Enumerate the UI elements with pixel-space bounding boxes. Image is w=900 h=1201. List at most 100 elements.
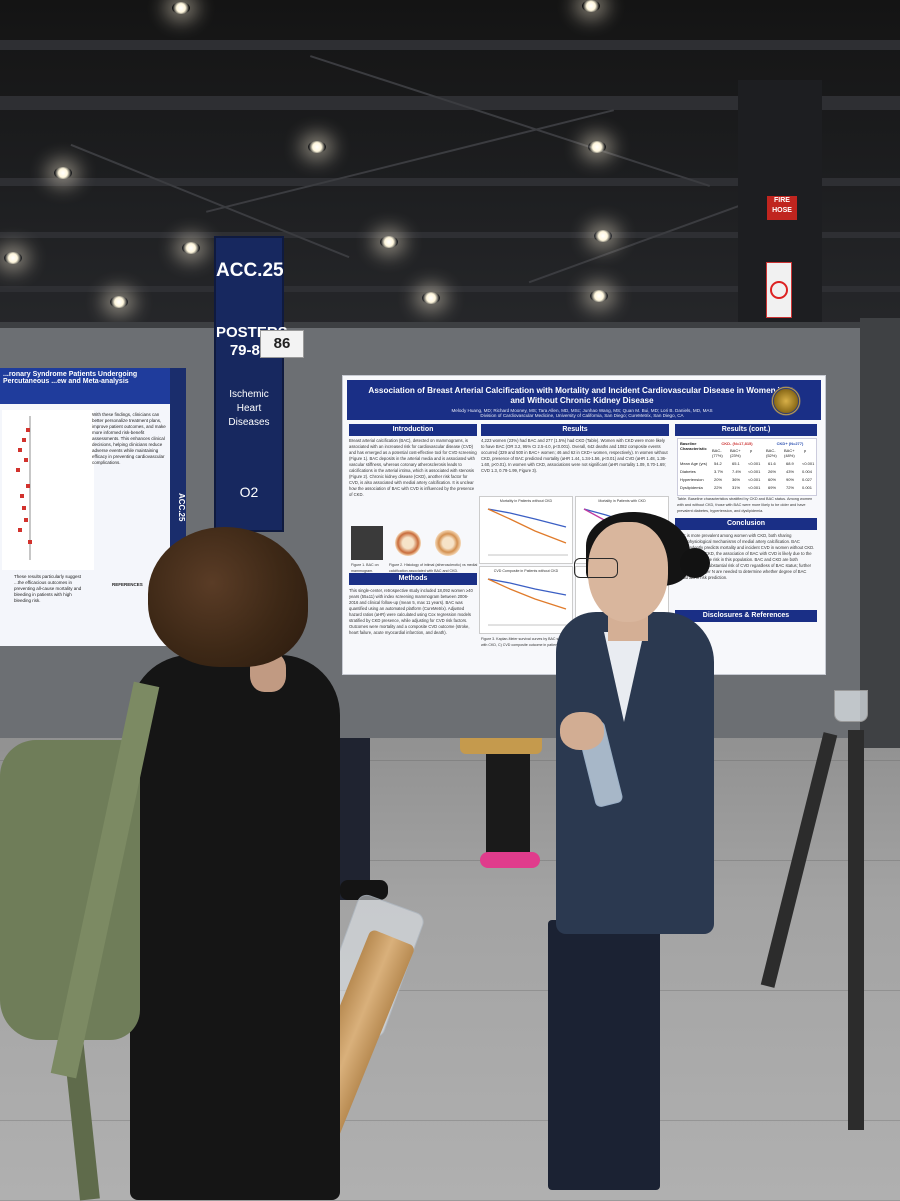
board-number-card: 86 (260, 330, 304, 358)
table-cell: <0.001 (748, 461, 761, 466)
table-cell: 3.7% (714, 469, 724, 474)
left-poster-title: ...ronary Syndrome Patients Undergoing P… (0, 368, 186, 404)
km-chart-title: Mortality in Patients without CKD (499, 499, 553, 503)
table-subheader: p (804, 448, 807, 453)
table-cell: 69% (768, 485, 777, 490)
university-seal-icon (771, 386, 801, 416)
background-person-legs (486, 742, 530, 862)
poster-author-list: Melody Huang, MD; Richard Mooney, MS; Ta… (451, 408, 713, 413)
easel-leg (848, 730, 864, 1130)
table-cell: 43% (786, 469, 795, 474)
poster-title: Association of Breast Arterial Calcifica… (368, 386, 796, 405)
ceiling-light (590, 290, 608, 302)
table-subheader: p (750, 448, 753, 453)
no-smoking-icon (770, 281, 788, 299)
table-subheader: BAC+ (23%) (730, 448, 741, 458)
left-poster-bottom-text: These results particularly suggest ...th… (14, 574, 82, 603)
table-cell: 36% (732, 477, 741, 482)
poster-title-bar: Association of Breast Arterial Calcifica… (347, 380, 821, 420)
table-row-label: Dyslipidemia (680, 485, 703, 490)
histology-image (435, 530, 461, 556)
poster-board-frame (860, 318, 900, 748)
left-poster-conclusion: With these findings, clinicians can bett… (92, 412, 166, 465)
poster-affiliation: Division of Cardiovascular Medicine, Uni… (480, 413, 684, 418)
ceiling-light (582, 0, 600, 12)
table-cell: 54.2 (714, 461, 722, 466)
figure1-caption: Figure 1. BAC on mammogram. (351, 563, 379, 573)
ceiling-beam (0, 40, 900, 50)
table-row-label: Hypertension (680, 477, 704, 482)
ceiling-beam (0, 286, 900, 292)
sign-topic-line: Ischemic (229, 389, 269, 400)
section-results: Results (481, 424, 669, 436)
section-disclosures: Disclosures & References (675, 610, 817, 622)
baseline-table: Baseline Characteristic CKD- (N=17,815) … (677, 438, 817, 496)
conclusion-text: BAC is more prevalent among women with C… (677, 533, 815, 580)
sign-range: 79-85 (229, 342, 269, 359)
table-cell: 0.001 (802, 485, 813, 490)
table-cell: 65.1 (732, 461, 740, 466)
visitor-curly-hair (148, 527, 308, 667)
ceiling-light (308, 141, 326, 153)
methods-text: This single-center, retrospective study … (349, 588, 473, 635)
km-curve (487, 578, 568, 626)
ceiling-light (588, 141, 606, 153)
presenter-trousers (548, 920, 660, 1190)
ceiling-light (172, 2, 190, 14)
mammogram-image (351, 526, 383, 560)
ceiling-beam (0, 232, 900, 238)
ceiling-beam (0, 96, 900, 110)
sign-topic: Ischemic Heart Diseases (216, 388, 282, 430)
ceiling-light (380, 236, 398, 248)
plastic-cup (834, 690, 868, 722)
table-header: CKD- (N=17,815) (721, 441, 753, 446)
ceiling-truss (205, 109, 615, 213)
no-smoking-sign (766, 262, 792, 318)
fire-hose-sign: FIRE HOSE (767, 196, 797, 220)
table-cell: 60% (768, 477, 777, 482)
ceiling-truss (309, 55, 711, 187)
presenter-face (588, 522, 668, 622)
histology-image (395, 530, 421, 556)
presenter-hand (560, 712, 604, 750)
floor-texture (0, 760, 900, 761)
table-cell: <0.001 (748, 469, 761, 474)
figure2-caption: Figure 2. Histology of intimal (atherosc… (389, 563, 478, 573)
results-text: 4,223 women (23%) had BAC and 277 (1.5%)… (481, 438, 668, 473)
section-results-cont: Results (cont.) (675, 424, 817, 436)
visitor-coat (130, 655, 340, 1200)
km-chart-title: Mortality in Patients with CKD (598, 499, 646, 503)
poster-authors: Melody Huang, MD; Richard Mooney, MS; Ta… (367, 408, 797, 418)
background-person-pink-shoe (480, 852, 540, 868)
table-cell: 68.9 (786, 461, 794, 466)
table-cell: 0.027 (802, 477, 813, 482)
table-header: Baseline Characteristic (680, 441, 707, 451)
km-curve (487, 508, 568, 556)
ceiling-light (594, 230, 612, 242)
table-cell: <0.001 (748, 477, 761, 482)
table-cell: 26% (768, 469, 777, 474)
sign-topic-line: Heart (236, 403, 262, 414)
table-subheader: BAC- (52%) (766, 448, 777, 458)
background-person-shoe (340, 880, 388, 900)
ceiling-light (182, 242, 200, 254)
table-cell: <0.001 (748, 485, 761, 490)
sign-topic-line: Diseases (228, 417, 270, 428)
sign-brand: ACC.25 (216, 260, 284, 281)
floor-texture (0, 990, 900, 991)
ceiling-truss (70, 143, 350, 259)
sign-footer: O2 (239, 484, 259, 500)
floor-texture (0, 860, 900, 861)
table-cell: 61.6 (768, 461, 776, 466)
km-chart: CVD Composite in Patients without CKD (479, 566, 573, 634)
section-methods: Methods (349, 573, 477, 585)
table-cell: 0.004 (802, 469, 813, 474)
ceiling-light (110, 296, 128, 308)
ceiling-light (4, 252, 22, 264)
table-cell: 72% (786, 485, 795, 490)
table-cell: 22% (714, 485, 723, 490)
table-subheader: BAC- (77%) (712, 448, 723, 458)
table-row-label: Mean Age (yrs) (680, 461, 708, 466)
ceiling: FIRE HOSE (0, 0, 900, 330)
table-row-label: Diabetes (680, 469, 696, 474)
